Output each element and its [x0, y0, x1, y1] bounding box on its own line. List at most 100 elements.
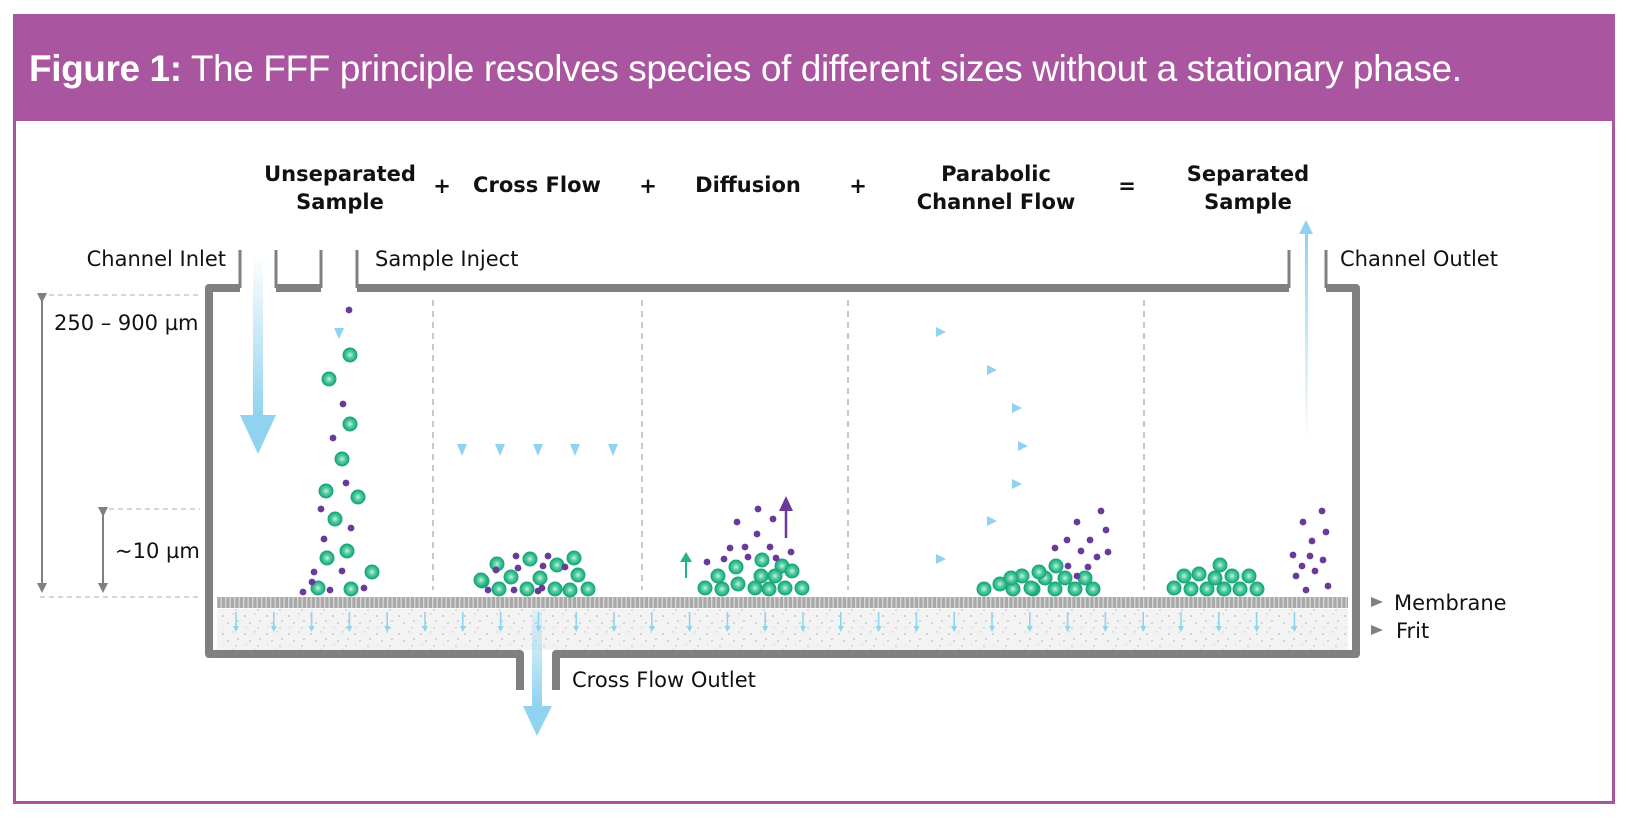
small-particle-icon	[1299, 518, 1307, 526]
large-particle-icon	[321, 371, 337, 387]
large-particle-icon	[491, 581, 507, 597]
large-particle-icon	[747, 580, 763, 596]
frit-flow-arrowhead-icon	[459, 626, 466, 632]
frit-flow-arrowhead-icon	[762, 626, 769, 632]
frit-flow-arrowhead-icon	[346, 626, 353, 632]
plus-sign-1: +	[433, 174, 451, 198]
cross-flow-arrows	[457, 372, 618, 456]
small-particle-icon	[787, 548, 795, 556]
parabolic-flow-arrowhead-icon	[1012, 479, 1022, 489]
membrane	[217, 597, 1348, 608]
small-particle-icon	[741, 543, 749, 551]
frit-flow-arrowhead-icon	[913, 626, 920, 632]
small-particle-icon	[514, 564, 522, 572]
large-particle-icon	[1199, 581, 1215, 597]
large-particle-icon	[1057, 570, 1073, 586]
large-particle-icon	[976, 581, 992, 597]
large-particle-icon	[519, 581, 535, 597]
step-separated-line2: Sample	[1204, 190, 1292, 214]
small-particle-icon	[339, 400, 347, 408]
large-particle-icon	[1031, 564, 1047, 580]
large-particle-icon	[334, 451, 350, 467]
large-particle-icon	[473, 572, 489, 588]
large-particle-icon	[310, 580, 326, 596]
figure-frame: Figure 1: The FFF principle resolves spe…	[13, 14, 1615, 804]
membrane-pointer-icon	[1371, 597, 1383, 607]
small-particle-icon	[1064, 562, 1072, 570]
large-particle-icon	[1241, 568, 1257, 584]
small-particle-icon	[1319, 556, 1327, 564]
parabolic-flow-arrowhead-icon	[1012, 403, 1022, 413]
large-particle-icon	[1067, 581, 1083, 597]
small-particle-icon	[753, 530, 761, 538]
large-particle-icon	[1224, 568, 1240, 584]
cross-flow-arrowhead-icon	[608, 444, 618, 456]
stage-dividers	[432, 300, 1145, 590]
height-range-label: 250 – 900 µm	[54, 311, 199, 335]
small-particle-icon	[1077, 547, 1085, 555]
large-particle-icon	[580, 581, 596, 597]
large-particle-icon	[318, 483, 334, 499]
frit-flow-arrowhead-icon	[1291, 626, 1298, 632]
small-particle-icon	[754, 505, 762, 513]
large-particle-icon	[1023, 580, 1039, 596]
large-particle-icon	[784, 563, 800, 579]
frit-flow-arrowhead-icon	[384, 626, 391, 632]
small-particle-icon	[733, 518, 741, 526]
large-particle-icon	[532, 570, 548, 586]
large-particle-icon	[714, 581, 730, 597]
small-particle-icon	[1308, 537, 1316, 545]
large-particle-icon	[794, 580, 810, 596]
frit-flow-arrowhead-icon	[724, 626, 731, 632]
channel-outlet-arrow	[1299, 220, 1313, 442]
frit-flow-arrowhead-icon	[233, 626, 239, 632]
large-particle-icon	[1048, 558, 1064, 574]
frit-flow-arrowhead-icon	[648, 626, 655, 632]
small-particle-icon	[308, 578, 316, 586]
small-particle-icon	[317, 505, 325, 513]
figure-header: Figure 1: The FFF principle resolves spe…	[16, 17, 1612, 121]
large-particle-icon	[327, 511, 343, 527]
frit-flow-arrowhead-icon	[1102, 626, 1109, 632]
small-particle-icon	[492, 566, 500, 574]
cross-flow-arrowhead-icon	[457, 444, 467, 456]
membrane-label: Membrane	[1394, 591, 1507, 615]
frit-flow-arrowhead-icon	[837, 626, 844, 632]
port-walls	[238, 250, 1328, 288]
frit-flow-arrowhead-icon	[1064, 626, 1071, 632]
large-particle-icon	[364, 564, 380, 580]
frit-flow-arrowhead-icon	[686, 626, 693, 632]
parabolic-flow-arrowhead-icon	[987, 365, 997, 375]
large-particle-icon	[1249, 581, 1265, 597]
small-particle-icon	[342, 479, 350, 487]
diffusion-up-arrow-large	[680, 552, 692, 578]
small-particle-icon	[1311, 567, 1319, 575]
frit-pointer-icon	[1371, 625, 1383, 635]
plus-sign-2: +	[639, 174, 657, 198]
small-particle-icon	[1298, 562, 1306, 570]
large-particle-icon	[1085, 581, 1101, 597]
large-particle-icon	[761, 581, 777, 597]
large-particle-icon	[342, 347, 358, 363]
large-particle-icon	[1207, 570, 1223, 586]
small-particle-icon	[1051, 544, 1059, 552]
frit-flow-arrowhead-icon	[308, 626, 315, 632]
large-particle-icon	[1212, 557, 1228, 573]
frit-flow-arrowhead-icon	[573, 626, 580, 632]
large-particle-icon	[1176, 568, 1192, 584]
frit	[217, 609, 1348, 650]
step-separated-line1: Separated	[1187, 162, 1309, 186]
frit-flow-arrowhead-icon	[270, 626, 277, 632]
frit-flow-arrowhead-icon	[422, 626, 428, 632]
step-cross-flow: Cross Flow	[473, 173, 601, 197]
step-unseparated-line1: Unseparated	[264, 162, 416, 186]
large-particle-icon	[1166, 580, 1182, 596]
large-particle-icon	[1191, 566, 1207, 582]
small-particle-icon	[310, 568, 318, 576]
frit-flow-arrowhead-icon	[1215, 626, 1222, 632]
cross-flow-arrowhead-icon	[533, 444, 543, 456]
large-particle-icon	[1183, 581, 1199, 597]
cross-flow-outlet-label: Cross Flow Outlet	[572, 668, 756, 692]
small-particle-icon	[720, 555, 728, 563]
